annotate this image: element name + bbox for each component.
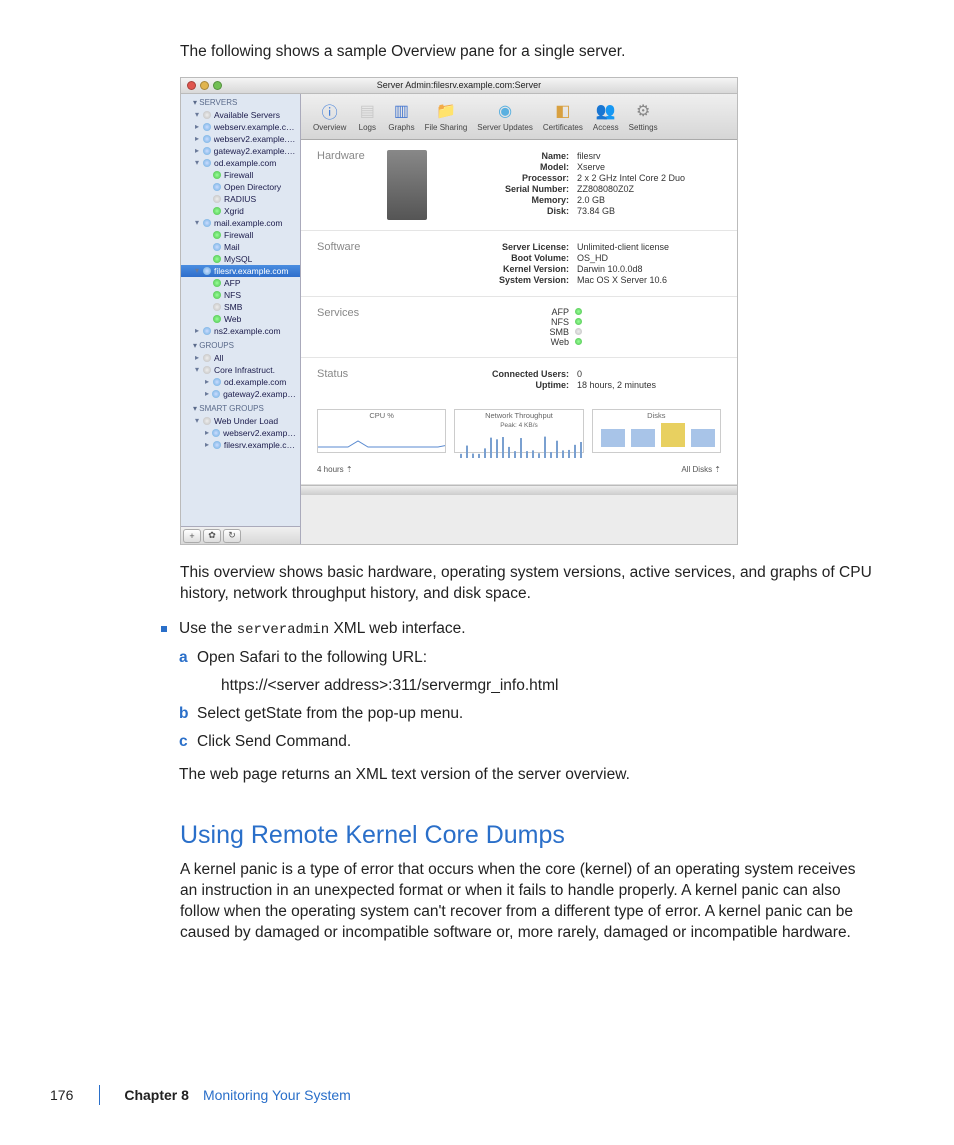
sidebar-item[interactable]: AFP: [181, 277, 300, 289]
sidebar-item[interactable]: SMB: [181, 301, 300, 313]
sidebar-item[interactable]: Firewall: [181, 229, 300, 241]
sidebar-item[interactable]: ▸All: [181, 352, 300, 364]
chapter-label: Chapter 8: [124, 1087, 189, 1103]
sidebar-footer-button[interactable]: +: [183, 529, 201, 543]
sidebar-item[interactable]: ▸webserv2.example.com: [181, 133, 300, 145]
kv-row: Connected Users:0: [487, 369, 721, 379]
toolbar-access[interactable]: 👥Access: [589, 96, 623, 137]
main-panel: ⓘOverview▤Logs▥Graphs📁File Sharing◉Serve…: [301, 94, 737, 544]
sidebar-footer: +✿↻: [181, 526, 300, 544]
toolbar-graphs[interactable]: ▥Graphs: [384, 96, 418, 137]
sidebar-item[interactable]: ▸od.example.com: [181, 376, 300, 388]
kv-row: Model:Xserve: [487, 162, 685, 172]
toolbar-logs[interactable]: ▤Logs: [352, 96, 382, 137]
sidebar-item[interactable]: ▾mail.example.com: [181, 217, 300, 229]
bullet-lead: Use the: [179, 620, 237, 637]
graph-cpu-: CPU %: [317, 409, 446, 453]
sidebar-item[interactable]: ▾filesrv.example.com: [181, 265, 300, 277]
service-row: NFS: [547, 317, 721, 327]
sidebar-item[interactable]: Xgrid: [181, 205, 300, 217]
sidebar-header[interactable]: ▾ GROUPS: [181, 337, 300, 352]
sidebar-item[interactable]: ▸webserv.example.com: [181, 121, 300, 133]
service-row: Web: [547, 337, 721, 347]
sidebar-item[interactable]: ▾od.example.com: [181, 157, 300, 169]
window-title: Server Admin:filesrv.example.com:Server: [181, 80, 737, 90]
toolbar-server-updates[interactable]: ◉Server Updates: [473, 96, 537, 137]
sidebar-footer-button[interactable]: ↻: [223, 529, 241, 543]
toolbar-settings[interactable]: ⚙Settings: [625, 96, 662, 137]
kv-row: Serial Number:ZZ808080Z0Z: [487, 184, 685, 194]
section-heading: Using Remote Kernel Core Dumps: [180, 821, 874, 850]
step-b: bSelect getState from the pop-up menu.: [179, 705, 874, 723]
sidebar-item[interactable]: ▸webserv2.example.com: [181, 427, 300, 439]
kv-row: Kernel Version:Darwin 10.0.0d8: [487, 264, 721, 274]
sidebar-item[interactable]: ▸gateway2.example.com: [181, 145, 300, 157]
sidebar-header[interactable]: ▾ SERVERS: [181, 94, 300, 109]
software-label: Software: [317, 241, 387, 286]
kv-row: Memory:2.0 GB: [487, 195, 685, 205]
step-a: aOpen Safari to the following URL:: [179, 649, 874, 667]
kv-row: Disk:73.84 GB: [487, 206, 685, 216]
intro-text: The following shows a sample Overview pa…: [180, 42, 874, 63]
graph-disks: Disks: [592, 409, 721, 453]
graph-controls: 4 hours ⇡ All Disks ⇡: [301, 461, 737, 484]
status-graphs: CPU %Network ThroughputPeak: 4 KB/sDisks: [301, 401, 737, 461]
sidebar-item[interactable]: ▸ns2.example.com: [181, 325, 300, 337]
toolbar: ⓘOverview▤Logs▥Graphs📁File Sharing◉Serve…: [301, 94, 737, 140]
hardware-section: Hardware Name:filesrvModel:XserveProcess…: [301, 140, 737, 231]
sidebar-item[interactable]: Firewall: [181, 169, 300, 181]
status-label: Status: [317, 368, 387, 391]
toolbar-file-sharing[interactable]: 📁File Sharing: [421, 96, 472, 137]
section-body: A kernel panic is a type of error that o…: [180, 860, 874, 944]
window-titlebar: Server Admin:filesrv.example.com:Server: [181, 78, 737, 94]
page-footer: 176 Chapter 8 Monitoring Your System: [0, 1085, 954, 1105]
services-section: Services AFPNFSSMBWeb: [301, 297, 737, 358]
after-steps-text: The web page returns an XML text version…: [179, 765, 874, 785]
bullet-mono: serveradmin: [237, 622, 329, 638]
server-admin-screenshot: Server Admin:filesrv.example.com:Server …: [180, 77, 738, 545]
footer-divider: [99, 1085, 100, 1105]
sidebar-item[interactable]: ▾Web Under Load: [181, 415, 300, 427]
graph-network-throughput: Network ThroughputPeak: 4 KB/s: [454, 409, 583, 453]
toolbar-overview[interactable]: ⓘOverview: [309, 96, 350, 137]
hardware-label: Hardware: [317, 150, 387, 220]
time-range-selector[interactable]: 4 hours ⇡: [317, 465, 353, 474]
kv-row: Processor:2 x 2 GHz Intel Core 2 Duo: [487, 173, 685, 183]
server-image: [387, 150, 427, 220]
sidebar-item[interactable]: Open Directory: [181, 181, 300, 193]
sidebar-item[interactable]: ▾Core Infrastruct.: [181, 364, 300, 376]
sidebar-item[interactable]: Mail: [181, 241, 300, 253]
page-number: 176: [50, 1087, 73, 1103]
toolbar-certificates[interactable]: ◧Certificates: [539, 96, 587, 137]
sidebar-item[interactable]: NFS: [181, 289, 300, 301]
sidebar-item[interactable]: ▾Available Servers: [181, 109, 300, 121]
bullet-icon: [161, 626, 167, 632]
chapter-title: Monitoring Your System: [203, 1087, 351, 1103]
status-section: Status Connected Users:0Uptime:18 hours,…: [301, 358, 737, 401]
sidebar-header[interactable]: ▾ SMART GROUPS: [181, 400, 300, 415]
service-row: AFP: [547, 307, 721, 317]
step-c: cClick Send Command.: [179, 733, 874, 751]
sidebar-footer-button[interactable]: ✿: [203, 529, 221, 543]
kv-row: Boot Volume:OS_HD: [487, 253, 721, 263]
sidebar-item[interactable]: RADIUS: [181, 193, 300, 205]
kv-row: Uptime:18 hours, 2 minutes: [487, 380, 721, 390]
sidebar-item[interactable]: ▸filesrv.example.com: [181, 439, 300, 451]
caption-text: This overview shows basic hardware, oper…: [180, 563, 874, 605]
bullet-item: Use the serveradmin XML web interface.: [155, 619, 874, 639]
service-row: SMB: [547, 327, 721, 337]
disk-selector[interactable]: All Disks ⇡: [681, 465, 721, 474]
software-section: Software Server License:Unlimited-client…: [301, 231, 737, 297]
services-label: Services: [317, 307, 387, 347]
kv-row: Server License:Unlimited-client license: [487, 242, 721, 252]
sidebar-item[interactable]: Web: [181, 313, 300, 325]
sidebar: ▾ SERVERS▾Available Servers▸webserv.exam…: [181, 94, 301, 544]
sidebar-item[interactable]: MySQL: [181, 253, 300, 265]
bullet-tail: XML web interface.: [329, 620, 465, 637]
step-sub: https://<server address>:311/servermgr_i…: [221, 677, 874, 695]
kv-row: Name:filesrv: [487, 151, 685, 161]
resize-handle[interactable]: [301, 485, 737, 495]
kv-row: System Version:Mac OS X Server 10.6: [487, 275, 721, 285]
sidebar-item[interactable]: ▸gateway2.example.com: [181, 388, 300, 400]
